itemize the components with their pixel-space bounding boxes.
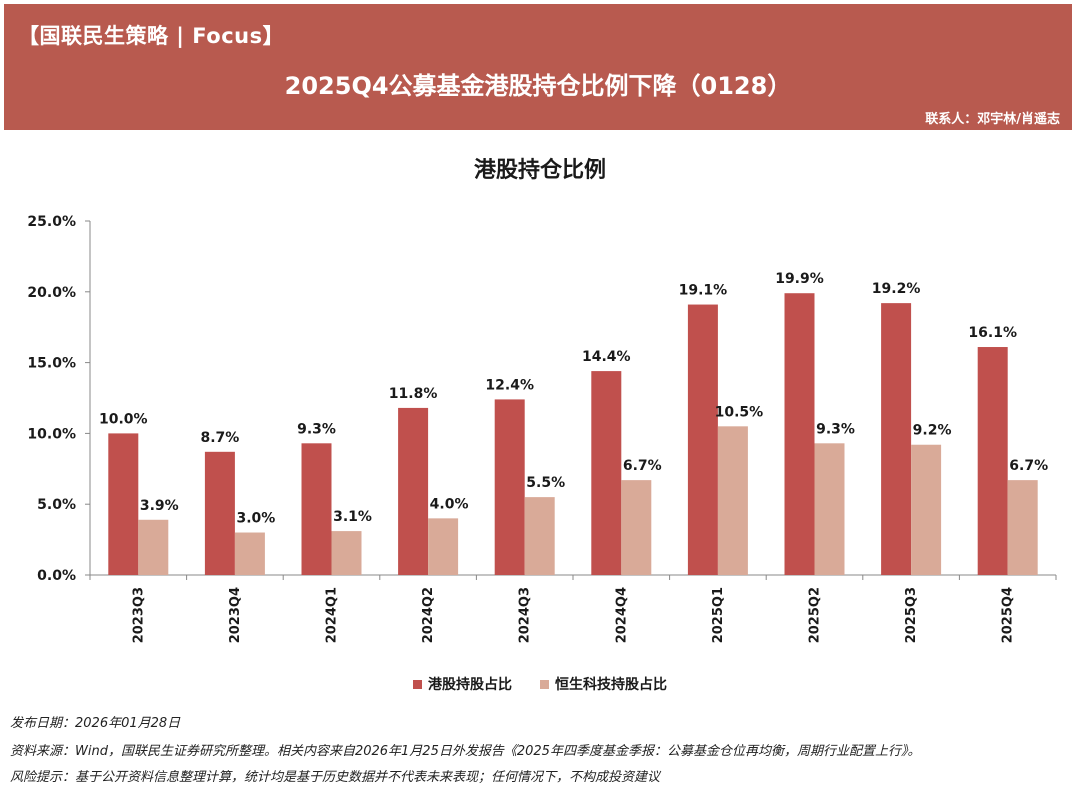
legend-label-hk-share: 港股持股占比 bbox=[428, 677, 512, 693]
bar-hk-share bbox=[687, 304, 718, 575]
x-tick-label: 2025Q1 bbox=[711, 587, 726, 643]
data-label-hstech-share: 9.2% bbox=[913, 423, 952, 439]
x-tick-label: 2024Q2 bbox=[421, 587, 436, 643]
x-tick-label: 2025Q2 bbox=[808, 587, 823, 643]
bar-chart: 0.0% 5.0% 10.0% 15.0% 20.0% 25.0% 10.0% 3.9% 202… bbox=[27, 214, 1057, 643]
y-tick-label: 0.0% bbox=[37, 568, 76, 584]
data-label-hk-share: 19.2% bbox=[872, 281, 921, 297]
bar-hstech-share bbox=[911, 444, 942, 575]
header-banner: 【国联民生策略 | Focus】 2025Q4公募基金港股持仓比例下降（0128… bbox=[4, 4, 1072, 130]
bar-hstech-share bbox=[138, 519, 169, 575]
data-label-hstech-share: 3.1% bbox=[333, 509, 372, 525]
data-label-hstech-share: 5.5% bbox=[526, 475, 565, 491]
legend-item-hk-share: 港股持股占比 bbox=[413, 674, 512, 694]
x-tick-label: 2024Q3 bbox=[518, 587, 533, 643]
data-label-hk-share: 16.1% bbox=[968, 325, 1017, 341]
chart-legend: 港股持股占比 恒生科技持股占比 bbox=[0, 674, 1080, 694]
report-title: 2025Q4公募基金港股持仓比例下降（0128） bbox=[284, 72, 792, 100]
x-tick-label: 2024Q1 bbox=[325, 587, 340, 643]
data-label-hstech-share: 10.5% bbox=[715, 404, 764, 420]
legend-swatch-hstech-share bbox=[540, 679, 549, 689]
bar-hk-share bbox=[108, 433, 139, 575]
data-source: 资料来源：Wind，国联民生证券研究所整理。相关内容来自2026年1月25日外发… bbox=[10, 744, 921, 759]
legend-swatch-hk-share bbox=[413, 679, 422, 689]
bar-hk-share bbox=[591, 371, 622, 575]
y-tick-label: 5.0% bbox=[37, 497, 76, 513]
x-tick-label: 2023Q3 bbox=[131, 587, 146, 643]
bar-hstech-share bbox=[234, 532, 265, 575]
chart-title: 港股持仓比例 bbox=[473, 158, 606, 183]
bar-hstech-share bbox=[717, 426, 748, 575]
y-tick-label: 20.0% bbox=[27, 285, 76, 301]
data-label-hk-share: 11.8% bbox=[389, 386, 438, 402]
data-label-hstech-share: 3.9% bbox=[140, 498, 179, 514]
data-label-hstech-share: 6.7% bbox=[623, 458, 662, 474]
bar-hk-share bbox=[204, 451, 235, 575]
bar-hstech-share bbox=[428, 518, 459, 575]
legend-item-hstech-share: 恒生科技持股占比 bbox=[540, 674, 667, 694]
data-label-hk-share: 10.0% bbox=[99, 411, 148, 427]
data-label-hk-share: 14.4% bbox=[582, 349, 631, 365]
bar-hstech-share bbox=[1007, 480, 1038, 575]
bar-hstech-share bbox=[814, 443, 845, 575]
report-tag: 【国联民生策略 | Focus】 bbox=[18, 24, 285, 48]
data-label-hk-share: 19.9% bbox=[775, 271, 824, 287]
legend-label-hstech-share: 恒生科技持股占比 bbox=[555, 677, 667, 693]
data-label-hstech-share: 4.0% bbox=[430, 496, 469, 512]
bar-hstech-share bbox=[524, 497, 555, 575]
x-tick-label: 2023Q4 bbox=[228, 587, 243, 643]
x-tick-label: 2024Q4 bbox=[614, 587, 629, 643]
data-label-hk-share: 8.7% bbox=[200, 430, 239, 446]
bar-hk-share bbox=[881, 303, 912, 575]
bar-hstech-share bbox=[621, 480, 652, 575]
data-label-hk-share: 12.4% bbox=[485, 377, 534, 393]
data-label-hstech-share: 9.3% bbox=[816, 421, 855, 437]
y-tick-label: 25.0% bbox=[27, 214, 76, 230]
y-tick-label: 10.0% bbox=[27, 426, 76, 442]
y-tick-label: 15.0% bbox=[27, 356, 76, 372]
bar-hstech-share bbox=[331, 531, 362, 575]
data-label-hstech-share: 3.0% bbox=[236, 511, 275, 527]
x-tick-label: 2025Q3 bbox=[904, 587, 919, 643]
data-label-hstech-share: 6.7% bbox=[1009, 458, 1048, 474]
data-label-hk-share: 9.3% bbox=[297, 421, 336, 437]
bar-hk-share bbox=[301, 443, 332, 575]
bar-hk-share bbox=[977, 347, 1008, 575]
bar-hk-share bbox=[398, 407, 429, 575]
x-tick-label: 2025Q4 bbox=[1001, 587, 1016, 643]
risk-disclaimer: 风险提示：基于公开资料信息整理计算，统计均是基于历史数据并不代表未来表现；任何情… bbox=[10, 770, 661, 785]
publish-date: 发布日期：2026年01月28日 bbox=[10, 716, 181, 731]
bar-hk-share bbox=[494, 399, 525, 575]
contact-info: 联系人：邓宇林/肖遥志 bbox=[925, 112, 1060, 127]
data-label-hk-share: 19.1% bbox=[679, 283, 728, 299]
bar-hk-share bbox=[784, 293, 815, 575]
